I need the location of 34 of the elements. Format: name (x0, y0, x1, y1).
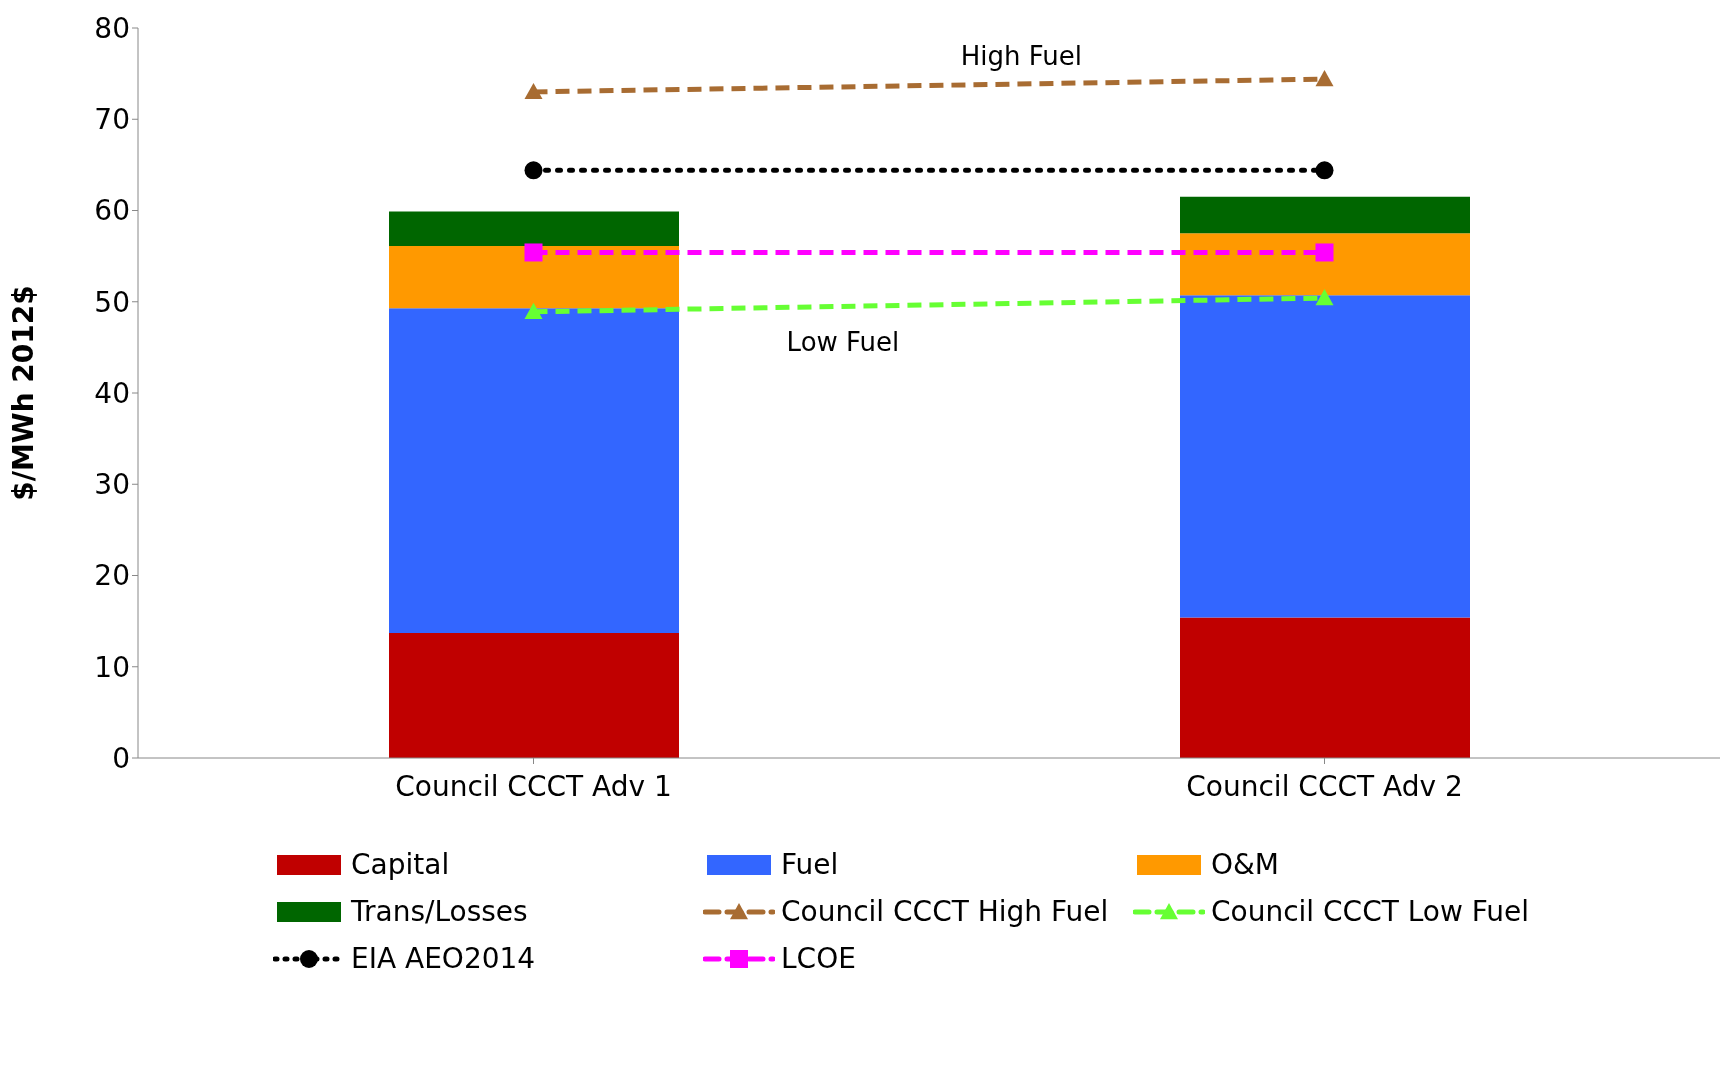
point (524, 161, 543, 180)
y-tick-label: 40 (94, 376, 130, 410)
x-tick-label: Council CCCT Adv 2 (1186, 769, 1463, 803)
y-tick-label: 10 (94, 650, 130, 684)
y-tick-label: 20 (94, 559, 130, 593)
bar (1180, 295, 1470, 618)
legend-label: Council CCCT Low Fuel (1211, 895, 1530, 928)
legend-label: Trans/Losses (351, 895, 528, 928)
bar (389, 308, 679, 633)
annotation: High Fuel (960, 40, 1082, 71)
y-tick-label: 70 (94, 103, 130, 137)
bar (389, 246, 679, 309)
x-tick-label: Council CCCT Adv 1 (395, 769, 672, 803)
legend-label: Capital (351, 848, 450, 881)
annotation: Low Fuel (786, 327, 900, 358)
legend-label: Fuel (781, 848, 839, 881)
y-tick-label: 60 (94, 194, 130, 228)
legend-label: LCOE (781, 942, 856, 975)
legend-label: EIA AEO2014 (351, 942, 536, 975)
legend-label: O&M (1211, 848, 1280, 881)
y-tick-label: 30 (94, 468, 130, 502)
y-tick-label: 0 (112, 741, 130, 775)
legend-label: Council CCCT High Fuel (781, 895, 1109, 928)
bar (1180, 617, 1470, 758)
y-tick-label: 50 (94, 285, 130, 319)
point (1315, 243, 1334, 262)
point (1315, 161, 1334, 180)
bar (389, 632, 679, 758)
point (524, 243, 543, 262)
y-tick-label: 80 (94, 11, 130, 45)
bar (1180, 233, 1470, 296)
bar (389, 211, 679, 247)
y-axis-title: $/MWh 2012$ (6, 285, 40, 501)
bar (1180, 196, 1470, 234)
